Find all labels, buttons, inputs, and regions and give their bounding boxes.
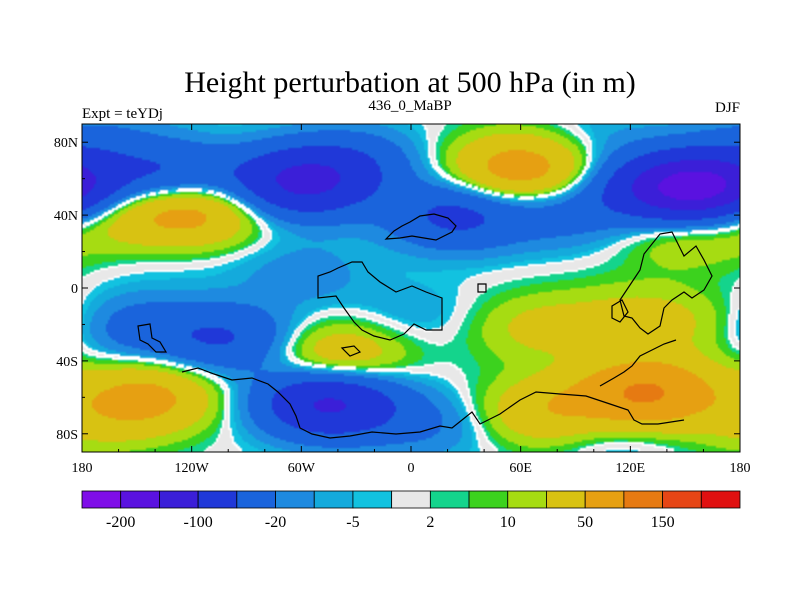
colorbar-label: -5 (346, 514, 359, 531)
x-tick-label: 60E (509, 461, 532, 476)
colorbar-swatch (313, 490, 354, 509)
x-tick-label: 0 (408, 461, 415, 476)
colorbar-label: 2 (426, 514, 434, 531)
coastline-asia-peninsula (611, 299, 629, 323)
colorbar-swatch (81, 490, 122, 509)
colorbar-swatch (584, 490, 625, 509)
colorbar-swatch (429, 490, 470, 509)
x-tick-label: 120W (175, 461, 210, 476)
height-perturbation-field (82, 124, 740, 452)
coastline-south-west (137, 323, 168, 353)
colorbar-swatch (391, 490, 431, 509)
colorbar-label: 10 (500, 514, 516, 531)
coastline-south-central (340, 345, 362, 357)
colorbar-label: -20 (265, 514, 286, 531)
colorbar-swatch (159, 490, 199, 509)
colorbar-swatch (700, 490, 741, 509)
y-tick-label: 40S (56, 355, 78, 370)
colorbar: -200 -100 -20 -5 2 10 50 150 (81, 490, 741, 531)
colorbar-swatch (120, 490, 160, 509)
colorbar-swatch (623, 490, 663, 509)
colorbar-label: -200 (106, 514, 135, 531)
coastlines (137, 213, 713, 439)
coastline-north-america (384, 213, 457, 241)
x-tick-label: 120E (616, 461, 646, 476)
y-tick-label: 80N (54, 136, 78, 151)
subtitle-center: 436_0_MaBP (368, 98, 451, 114)
subtitle-left: Expt = teYDj (82, 106, 163, 122)
colorbar-swatch (197, 490, 238, 509)
coastline-africa (317, 261, 443, 341)
colorbar-swatch (352, 490, 393, 509)
colorbar-label: 150 (651, 514, 675, 531)
x-tick-label: 180 (72, 461, 93, 476)
y-tick-label: 40N (54, 209, 78, 224)
x-tick-label: 180 (730, 461, 751, 476)
colorbar-swatch (275, 490, 315, 509)
colorbar-swatch (662, 490, 702, 509)
coastline-antarctic-east (599, 339, 677, 387)
y-tick-label: 0 (71, 282, 78, 297)
plot-area: 180 120W 60W 0 60E 120E 180 80N 40N 0 40S 80S (54, 123, 751, 476)
colorbar-label: 50 (577, 514, 593, 531)
colorbar-swatch (236, 490, 276, 509)
y-axis: 80N 40N 0 40S 80S (54, 136, 740, 443)
x-tick-label: 60W (288, 461, 316, 476)
colorbar-swatch (468, 490, 509, 509)
coastline-antarctic-west (181, 367, 685, 439)
chart-title: Height perturbation at 500 hPa (in m) (184, 66, 636, 99)
coastline-island-small (477, 283, 487, 293)
colorbar-swatch (507, 490, 547, 509)
colorbar-label: -100 (183, 514, 212, 531)
y-tick-label: 80S (56, 428, 78, 443)
colorbar-swatch (546, 490, 586, 509)
subtitle-right: DJF (715, 100, 740, 116)
coastline-asia-east (619, 231, 713, 335)
x-axis: 180 120W 60W 0 60E 120E 180 (72, 124, 751, 476)
